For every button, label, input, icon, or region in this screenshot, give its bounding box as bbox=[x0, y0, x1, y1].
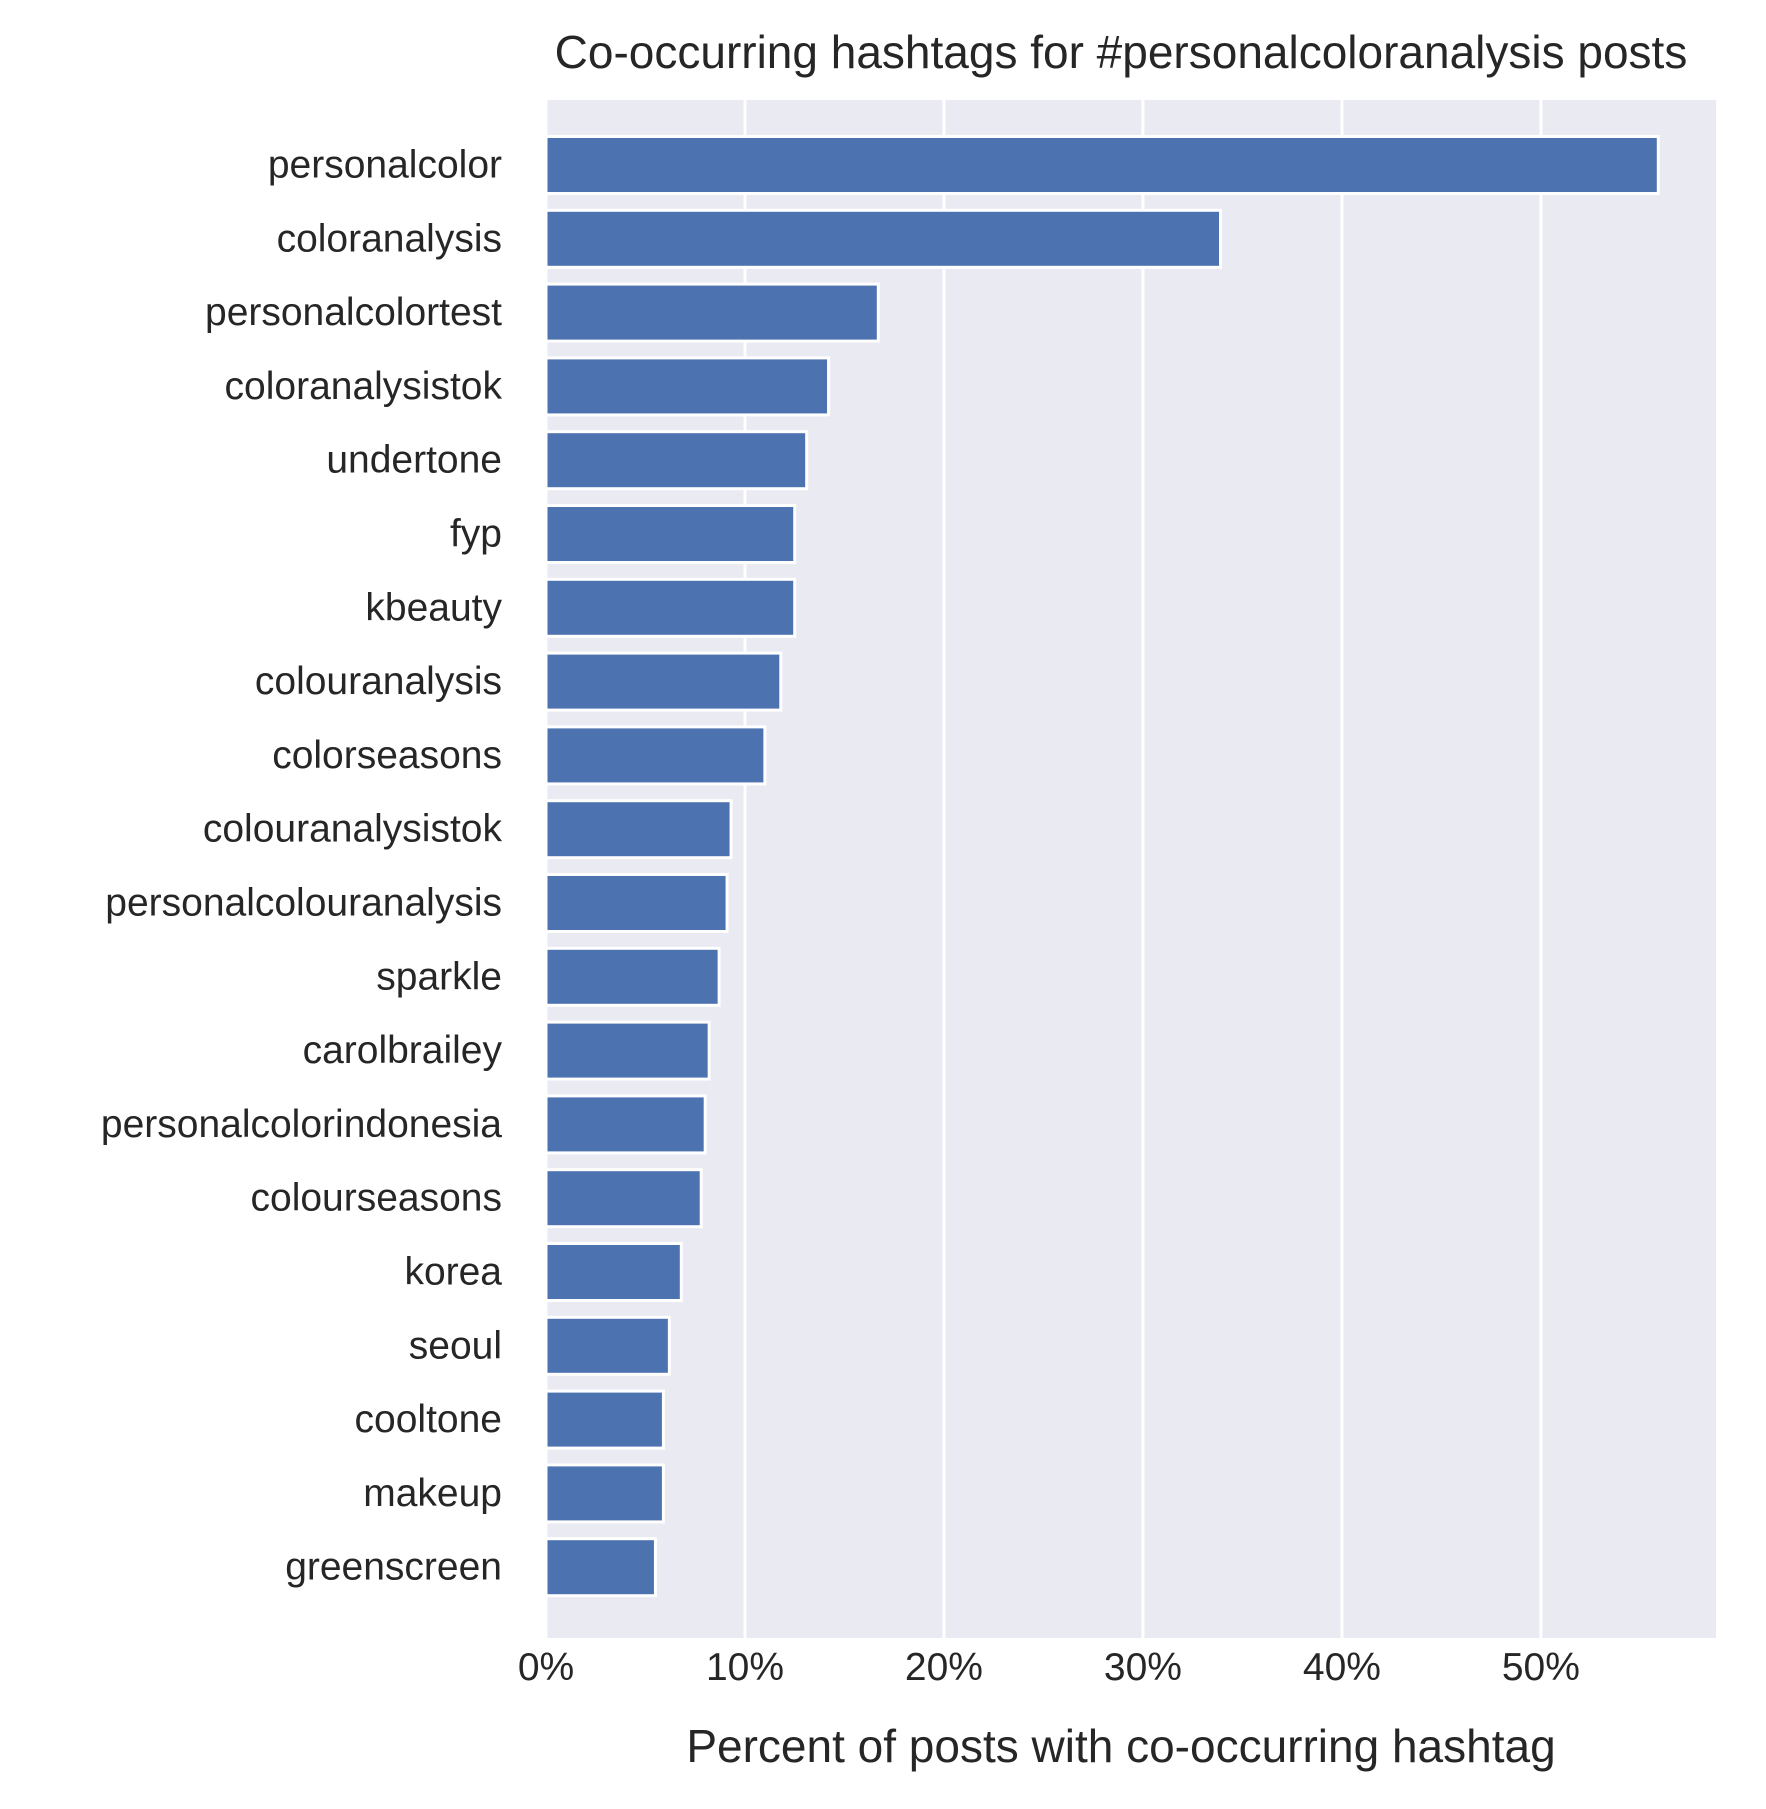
category-label: colouranalysis bbox=[255, 660, 502, 703]
x-tick-labels: 0% 10% 20% 30% 40% 50% bbox=[518, 1646, 1580, 1689]
category-label: undertone bbox=[326, 439, 502, 482]
bars bbox=[544, 135, 1660, 1598]
category-label: personalcolor bbox=[268, 144, 502, 187]
category-label: colorseasons bbox=[272, 734, 502, 777]
plot-background bbox=[546, 100, 1716, 1638]
bar bbox=[544, 135, 1660, 195]
gridlines bbox=[544, 100, 1543, 1638]
bar bbox=[544, 1463, 665, 1524]
category-label: personalcolortest bbox=[205, 291, 502, 334]
category-label: greenscreen bbox=[285, 1546, 502, 1589]
x-tick-label: 50% bbox=[1502, 1646, 1580, 1689]
bar bbox=[544, 873, 729, 933]
category-label: sparkle bbox=[376, 955, 502, 998]
category-labels: personalcolor coloranalysis personalcolort… bbox=[101, 144, 503, 1589]
bar bbox=[544, 577, 797, 638]
bar bbox=[544, 1020, 711, 1081]
category-label: personalcolorindonesia bbox=[101, 1103, 502, 1146]
bar bbox=[544, 946, 721, 1007]
category-label: fyp bbox=[450, 513, 502, 556]
category-label: personalcolouranalysis bbox=[105, 882, 502, 925]
chart-title: Co-occurring hashtags for #personalcolor… bbox=[555, 26, 1688, 78]
category-label: kbeauty bbox=[365, 586, 502, 629]
bar bbox=[544, 282, 880, 343]
bar bbox=[544, 1242, 683, 1302]
category-label: korea bbox=[404, 1251, 502, 1294]
bar bbox=[544, 1168, 703, 1229]
category-label: cooltone bbox=[355, 1398, 502, 1441]
bar bbox=[544, 725, 767, 786]
bar bbox=[544, 356, 831, 417]
x-tick-label: 20% bbox=[905, 1646, 983, 1689]
bar bbox=[544, 208, 1223, 269]
bar bbox=[544, 1537, 657, 1598]
bar bbox=[544, 1094, 707, 1155]
category-label: carolbrailey bbox=[303, 1029, 503, 1072]
x-tick-label: 40% bbox=[1303, 1646, 1381, 1689]
bar bbox=[544, 1315, 671, 1376]
category-label: coloranalysistok bbox=[225, 365, 503, 408]
x-tick-label: 30% bbox=[1104, 1646, 1182, 1689]
category-label: colourseasons bbox=[251, 1177, 502, 1220]
bar bbox=[544, 430, 809, 491]
x-axis-label: Percent of posts with co-occurring hasht… bbox=[686, 1720, 1555, 1772]
bar bbox=[544, 799, 733, 860]
category-label: coloranalysis bbox=[277, 217, 502, 260]
category-label: seoul bbox=[409, 1324, 502, 1367]
bar bbox=[544, 1389, 665, 1450]
bar bbox=[544, 504, 797, 564]
x-tick-label: 10% bbox=[706, 1646, 784, 1689]
category-label: colouranalysistok bbox=[203, 808, 503, 851]
category-label: makeup bbox=[363, 1472, 502, 1515]
bar bbox=[544, 651, 783, 712]
x-tick-label: 0% bbox=[518, 1646, 574, 1689]
